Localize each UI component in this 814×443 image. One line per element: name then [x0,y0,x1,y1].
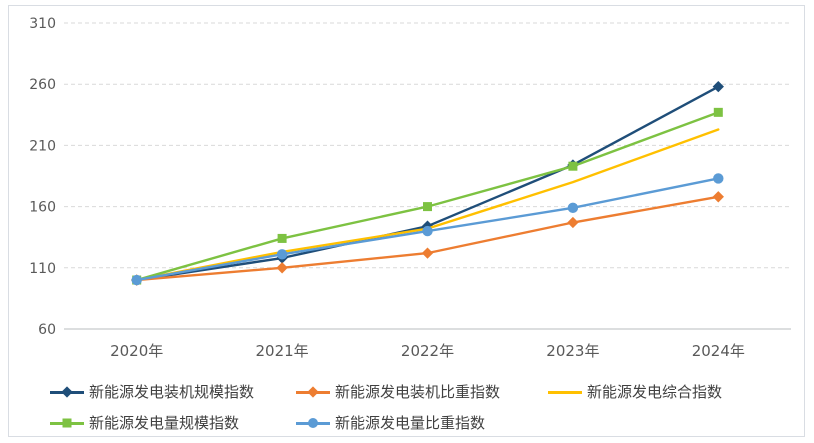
legend-marker-dark-blue-diamond-icon [50,386,84,398]
data-point-marker [276,249,288,260]
chart-legend: 新能源发电装机规模指数 新能源发电装机比重指数 新能源发电综合指数 新能源发电量… [50,381,722,434]
data-point-marker [422,225,433,237]
y-tick-label: 110 [29,261,56,277]
data-point-marker [713,107,723,117]
y-tick-label: 210 [29,138,56,154]
y-tick-label: 310 [29,16,56,32]
data-point-marker [712,80,724,93]
chart-frame [8,5,805,437]
legend-item-installed-capacity-share-index[interactable]: 新能源发电装机比重指数 [296,381,548,403]
data-point-marker [276,262,288,274]
chart-series-4[interactable] [131,173,724,286]
legend-marker-orange-diamond-icon [296,386,330,398]
x-tick-label: 2023年 [546,342,599,360]
data-point-marker [277,233,287,243]
data-point-marker [423,202,432,212]
data-point-marker [568,161,578,171]
y-tick-label: 160 [29,200,56,216]
legend-marker-light-blue-circle-icon [296,418,330,428]
legend-label: 新能源发电装机比重指数 [335,382,501,401]
legend-marker-green-square-icon [50,418,84,428]
legend-item-composite-index[interactable]: 新能源发电综合指数 [548,381,722,403]
legend-label: 新能源发电综合指数 [587,382,723,401]
data-point-marker [712,191,724,203]
y-tick-label: 60 [38,322,56,338]
data-point-marker [713,173,724,184]
x-tick-label: 2020年 [110,342,163,360]
data-point-marker [567,202,579,214]
x-tick-label: 2024年 [692,342,745,360]
legend-marker-yellow-line-icon [548,390,582,394]
legend-label: 新能源发电量规模指数 [89,413,240,432]
legend-label: 新能源发电装机规模指数 [89,382,255,401]
gridlines [64,22,791,269]
y-tick-label: 260 [29,77,56,93]
x-axis-tick-labels: 2020年 2021年 2022年 2023年 2024年 [110,342,745,360]
legend-item-generation-scale-index[interactable]: 新能源发电量规模指数 [50,412,296,434]
y-axis-tick-labels: 60 110 160 210 260 310 [29,16,56,338]
legend-item-generation-share-index[interactable]: 新能源发电量比重指数 [296,412,548,434]
data-point-marker [567,216,579,229]
data-point-marker [421,247,434,259]
data-point-marker [131,274,142,286]
legend-label: 新能源发电量比重指数 [335,413,486,432]
legend-item-installed-capacity-scale-index[interactable]: 新能源发电装机规模指数 [50,381,296,403]
x-tick-label: 2022年 [401,342,454,360]
x-tick-label: 2021年 [256,342,309,360]
